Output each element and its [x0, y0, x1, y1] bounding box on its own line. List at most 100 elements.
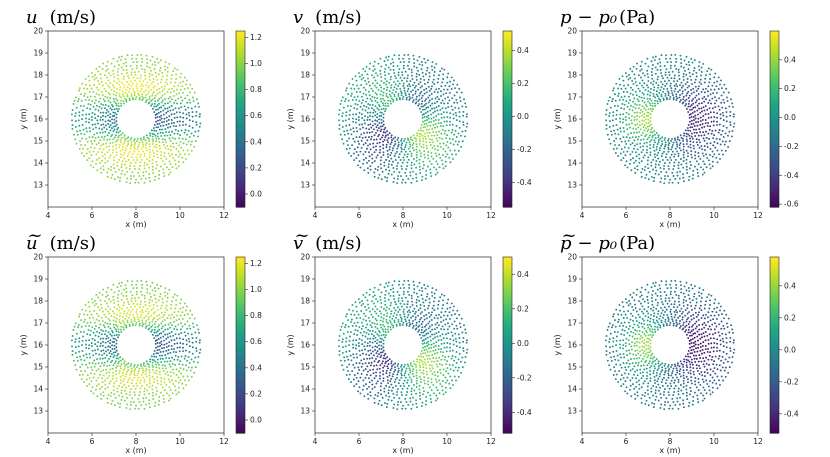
data-point [76, 133, 79, 136]
data-point [629, 153, 632, 156]
data-point [707, 67, 710, 70]
data-point [399, 87, 402, 90]
data-point [119, 312, 122, 315]
data-point [132, 159, 135, 161]
data-point [157, 61, 160, 64]
data-point [104, 383, 107, 386]
data-point [147, 90, 150, 93]
data-point [355, 136, 358, 139]
data-point [624, 116, 627, 119]
data-point [101, 320, 104, 323]
data-point [127, 75, 129, 77]
data-point [648, 102, 651, 105]
data-point [451, 355, 454, 357]
data-point [166, 83, 169, 86]
data-point [148, 392, 151, 395]
data-point [121, 358, 124, 361]
data-point [424, 299, 427, 302]
data-point [183, 331, 186, 334]
colorbar-segment [503, 86, 512, 91]
data-point [689, 164, 692, 167]
data-point [701, 110, 703, 113]
data-point [608, 96, 611, 99]
data-point [88, 339, 91, 342]
data-point [117, 336, 119, 339]
data-point [151, 324, 154, 327]
colorbar-segment [236, 145, 245, 149]
data-point [81, 118, 84, 121]
data-point [382, 107, 385, 110]
data-point [387, 72, 390, 75]
data-point [150, 88, 153, 91]
data-point [683, 134, 686, 137]
data-point [379, 138, 382, 141]
data-point [126, 155, 129, 157]
data-point [423, 345, 426, 348]
data-point [148, 402, 151, 405]
data-point [400, 92, 403, 94]
colorbar-segment [770, 54, 779, 58]
data-point [174, 81, 177, 84]
data-point [642, 138, 645, 141]
data-point [80, 378, 83, 381]
data-point [109, 116, 111, 119]
data-point [646, 125, 649, 128]
data-point [379, 323, 382, 326]
data-point [95, 92, 98, 95]
colorbar-segment [770, 154, 779, 158]
data-point [102, 324, 105, 327]
data-point [680, 58, 682, 61]
data-point [705, 153, 708, 156]
data-point [433, 134, 436, 137]
data-point [190, 366, 193, 369]
data-point [383, 390, 386, 393]
data-point [667, 148, 670, 151]
data-point [145, 149, 148, 152]
data-point [372, 354, 375, 357]
data-point [404, 296, 407, 299]
data-point [421, 94, 424, 97]
data-point [122, 288, 125, 291]
data-point [682, 156, 685, 159]
data-point [120, 133, 122, 136]
x-tick-label: 10 [442, 211, 452, 220]
data-point [174, 128, 177, 131]
data-point [369, 114, 371, 117]
data-point [421, 116, 424, 119]
data-point [109, 346, 112, 349]
colorbar-segment [770, 186, 779, 190]
data-point [177, 165, 180, 168]
data-point [146, 65, 149, 68]
data-point [169, 100, 172, 103]
data-point [654, 66, 657, 69]
data-point [433, 360, 436, 363]
data-point [133, 139, 136, 142]
data-point [381, 134, 384, 137]
data-point [442, 351, 445, 354]
data-point [366, 161, 369, 164]
data-point [640, 171, 643, 174]
data-point [106, 302, 108, 305]
colorbar-segment [503, 92, 512, 97]
data-point [154, 297, 157, 300]
data-point [692, 128, 695, 131]
data-point [682, 173, 685, 176]
data-point [682, 84, 684, 87]
data-point [623, 146, 626, 149]
data-point [184, 349, 187, 352]
data-point [374, 310, 376, 313]
data-point [159, 345, 161, 347]
data-point [426, 147, 428, 150]
data-point [351, 77, 354, 80]
data-point [431, 98, 434, 100]
data-point [615, 82, 618, 85]
data-point [426, 165, 429, 168]
title-units: (Pa) [619, 7, 655, 28]
colorbar-tick-label: 0.8 [250, 311, 262, 320]
data-point [136, 366, 138, 368]
data-point [123, 97, 126, 100]
data-point [441, 137, 444, 140]
data-point [358, 326, 361, 328]
data-point [178, 137, 181, 140]
data-point [95, 293, 98, 296]
